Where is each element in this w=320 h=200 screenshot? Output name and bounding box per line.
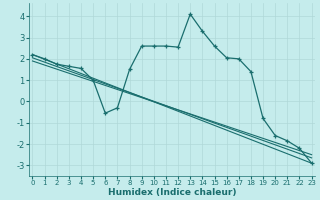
X-axis label: Humidex (Indice chaleur): Humidex (Indice chaleur) [108, 188, 236, 197]
